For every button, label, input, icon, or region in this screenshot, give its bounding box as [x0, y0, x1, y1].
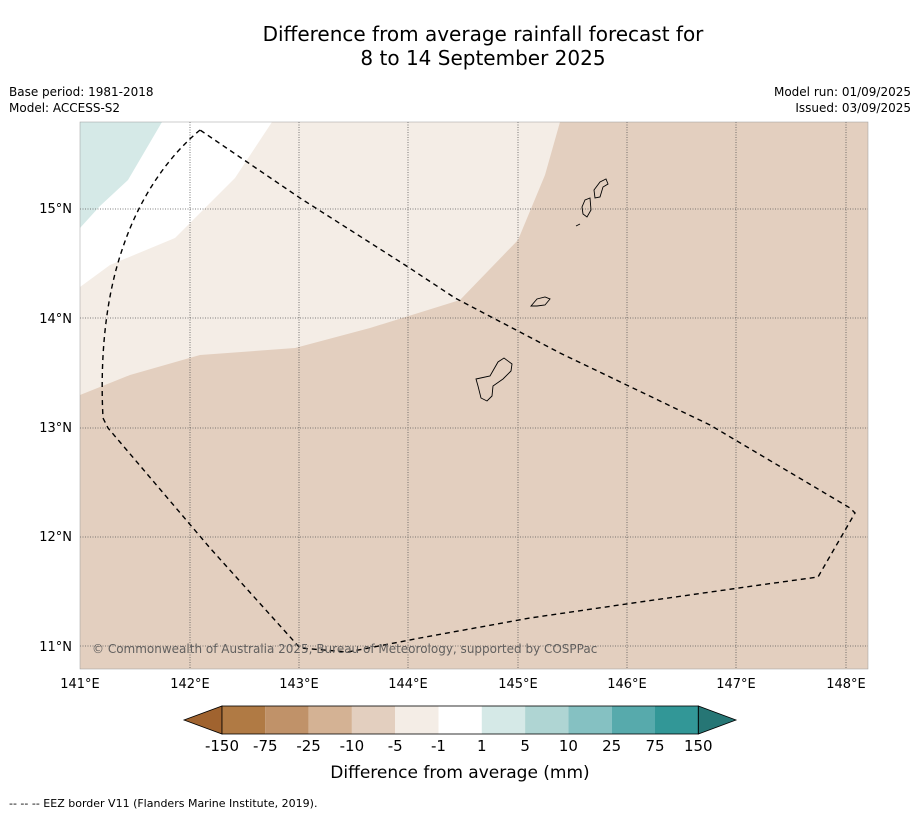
colorbar-tick-label: -10	[340, 737, 365, 755]
colorbar-labels: -150 -75 -25 -10 -5 -1 1 5 10 25 75 150	[205, 737, 713, 755]
map-frame	[79, 121, 869, 670]
lon-tick-label: 142°E	[170, 677, 210, 692]
lon-tick-label: 146°E	[607, 677, 647, 692]
island-tinian	[581, 197, 592, 218]
eez-footnote: -- -- -- EEZ border V11 (Flanders Marine…	[9, 797, 318, 810]
colorbar-tick-label: 150	[684, 737, 713, 755]
lat-tick-label: 13°N	[39, 421, 72, 436]
colorbar-tick-label: -150	[205, 737, 239, 755]
issued-date: Issued: 03/09/2025	[795, 101, 911, 115]
lon-tick-label: 145°E	[498, 677, 538, 692]
colorbar-cell	[265, 706, 309, 734]
colorbar-tick-label: 5	[520, 737, 530, 755]
model-name: Model: ACCESS-S2	[9, 101, 121, 115]
island-aguijan	[575, 223, 581, 227]
colorbar-cell	[351, 706, 396, 734]
colorbar-cell	[525, 706, 569, 734]
lat-tick-label: 15°N	[39, 202, 72, 217]
colorbar-tick-label: 10	[559, 737, 578, 755]
title-line-2: 8 to 14 September 2025	[360, 46, 606, 70]
colorbar-tick-label: 25	[602, 737, 621, 755]
meta-left: Base period: 1981-2018 Model: ACCESS-S2	[9, 84, 154, 116]
lat-tick-label: 14°N	[39, 312, 72, 327]
model-run: Model run: 01/09/2025	[773, 85, 911, 99]
map-title: Difference from average rainfall forecas…	[0, 22, 919, 70]
colorbar-tick-label: -25	[296, 737, 321, 755]
lat-tick-label: 12°N	[39, 530, 72, 545]
colorbar-tick-label: -75	[253, 737, 278, 755]
gridlines	[80, 122, 868, 669]
base-period: Base period: 1981-2018	[9, 85, 154, 99]
lon-tick-label: 144°E	[388, 677, 428, 692]
colorbar-cell	[308, 706, 352, 734]
lon-tick-label: 148°E	[826, 677, 866, 692]
lon-tick-label: 141°E	[60, 677, 100, 692]
title-line-1: Difference from average rainfall forecas…	[262, 22, 704, 46]
colorbar-extend-high	[697, 705, 738, 735]
colorbar-cell	[568, 706, 612, 734]
colorbar-cell	[222, 706, 266, 734]
island-saipan	[593, 178, 609, 199]
copyright-notice: © Commonwealth of Australia 2025, Bureau…	[92, 642, 597, 656]
colorbar-cell	[655, 706, 699, 734]
colorbar	[182, 705, 738, 735]
colorbar-outline	[221, 705, 699, 735]
lat-tick-label: 11°N	[39, 640, 72, 655]
colorbar-tick-label: -5	[388, 737, 403, 755]
anomaly-band-5-to-10	[80, 122, 162, 228]
island-guam	[475, 357, 513, 402]
latitude-tick-labels: 15°N 14°N 13°N 12°N 11°N	[39, 202, 72, 655]
colorbar-title: Difference from average (mm)	[330, 763, 589, 783]
colorbar-cell	[438, 706, 482, 734]
colorbar-extend-low	[182, 705, 223, 735]
colorbar-cell	[395, 706, 439, 734]
colorbar-tick-label: 1	[477, 737, 487, 755]
islands	[475, 178, 609, 402]
lon-tick-label: 147°E	[716, 677, 756, 692]
colorbar-tick-label: 75	[645, 737, 664, 755]
colorbar-cell	[481, 706, 526, 734]
meta-right: Model run: 01/09/2025 Issued: 03/09/2025	[774, 84, 911, 116]
colorbar-cell	[611, 706, 655, 734]
rainfall-anomaly-field	[80, 122, 868, 669]
colorbar-tick-label: -1	[431, 737, 446, 755]
longitude-tick-labels: 141°E 142°E 143°E 144°E 145°E 146°E 147°…	[60, 677, 866, 692]
lon-tick-label: 143°E	[279, 677, 319, 692]
island-rota	[530, 296, 551, 307]
